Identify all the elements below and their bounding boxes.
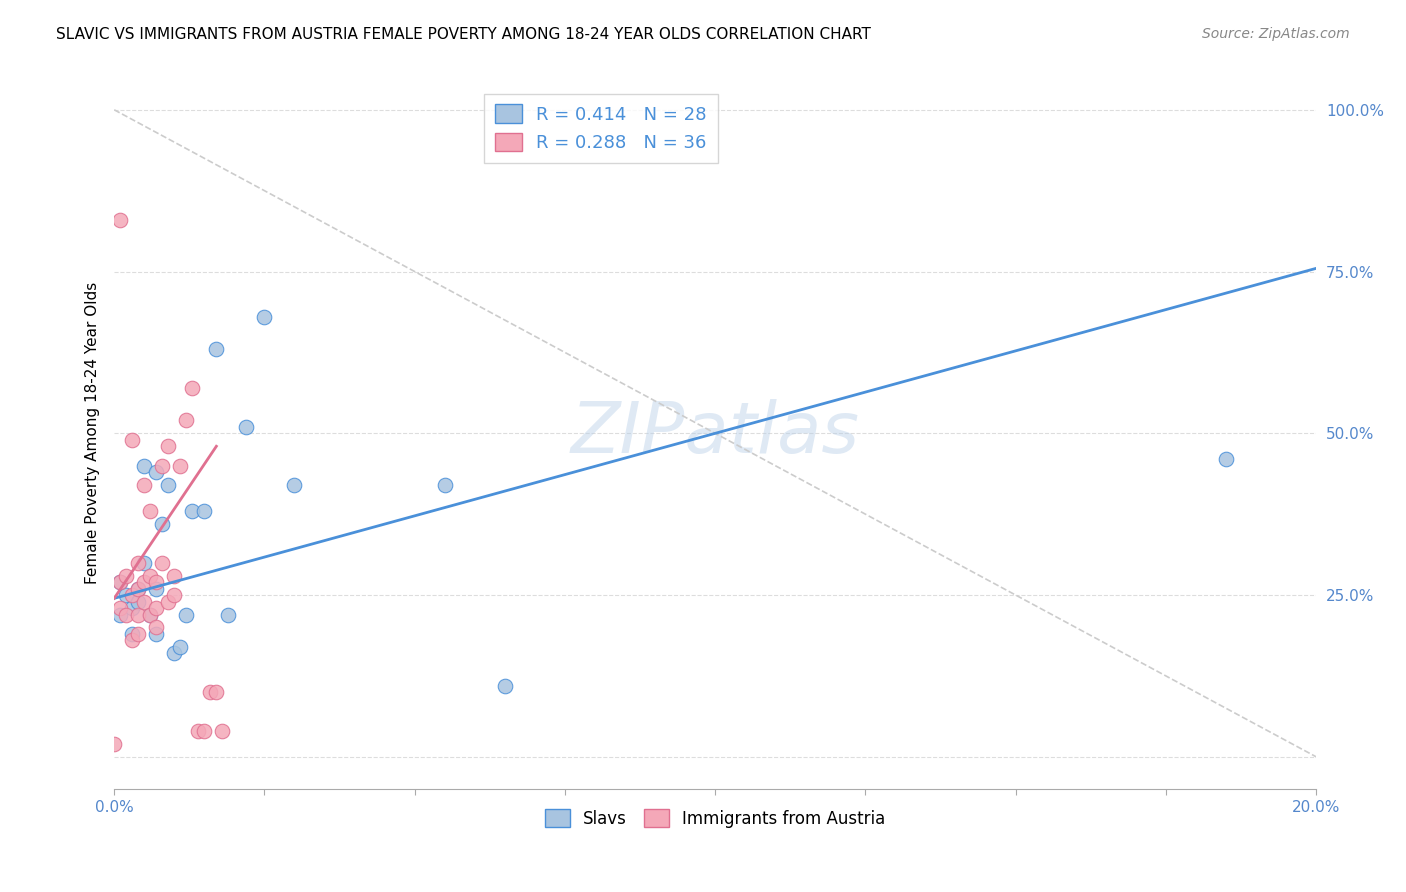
Point xyxy=(145,465,167,479)
Point xyxy=(433,478,456,492)
Point xyxy=(494,679,516,693)
Point xyxy=(134,556,156,570)
Point xyxy=(145,601,167,615)
Point xyxy=(121,601,143,615)
Text: Source: ZipAtlas.com: Source: ZipAtlas.com xyxy=(1202,27,1350,41)
Point xyxy=(127,582,149,596)
Point xyxy=(193,723,215,738)
Point xyxy=(139,607,162,622)
Point xyxy=(108,212,131,227)
Point xyxy=(145,582,167,596)
Point xyxy=(108,575,131,590)
Point xyxy=(127,582,149,596)
Point xyxy=(200,685,222,699)
Point xyxy=(134,575,156,590)
Point xyxy=(127,556,149,570)
Point xyxy=(127,627,149,641)
Point xyxy=(145,620,167,634)
Point xyxy=(187,723,209,738)
Point xyxy=(134,458,156,473)
Point xyxy=(121,633,143,648)
Point xyxy=(157,478,180,492)
Point xyxy=(193,504,215,518)
Point xyxy=(139,504,162,518)
Point xyxy=(139,568,162,582)
Point xyxy=(176,413,198,427)
Point xyxy=(235,420,257,434)
Point xyxy=(205,342,228,356)
Point xyxy=(157,439,180,453)
Point xyxy=(108,607,131,622)
Point xyxy=(253,310,276,324)
Point xyxy=(134,478,156,492)
Point xyxy=(181,504,204,518)
Point xyxy=(211,723,233,738)
Point xyxy=(150,458,173,473)
Point xyxy=(115,568,138,582)
Point xyxy=(115,607,138,622)
Point xyxy=(127,594,149,608)
Point xyxy=(115,588,138,602)
Point xyxy=(145,627,167,641)
Point xyxy=(103,737,125,751)
Point xyxy=(176,607,198,622)
Point xyxy=(169,640,191,654)
Point xyxy=(157,594,180,608)
Point xyxy=(150,556,173,570)
Point xyxy=(1215,452,1237,467)
Point xyxy=(127,607,149,622)
Point xyxy=(163,646,186,660)
Point xyxy=(163,588,186,602)
Point xyxy=(108,575,131,590)
Point xyxy=(217,607,239,622)
Legend: Slavs, Immigrants from Austria: Slavs, Immigrants from Austria xyxy=(538,803,893,834)
Point xyxy=(283,478,305,492)
Point xyxy=(139,607,162,622)
Point xyxy=(205,685,228,699)
Point xyxy=(121,588,143,602)
Text: SLAVIC VS IMMIGRANTS FROM AUSTRIA FEMALE POVERTY AMONG 18-24 YEAR OLDS CORRELATI: SLAVIC VS IMMIGRANTS FROM AUSTRIA FEMALE… xyxy=(56,27,872,42)
Text: ZIPatlas: ZIPatlas xyxy=(571,399,859,467)
Point xyxy=(169,458,191,473)
Point xyxy=(108,601,131,615)
Point xyxy=(134,594,156,608)
Y-axis label: Female Poverty Among 18-24 Year Olds: Female Poverty Among 18-24 Year Olds xyxy=(86,282,100,584)
Point xyxy=(145,575,167,590)
Point xyxy=(121,627,143,641)
Point xyxy=(181,381,204,395)
Point xyxy=(150,516,173,531)
Point xyxy=(163,568,186,582)
Point xyxy=(121,433,143,447)
